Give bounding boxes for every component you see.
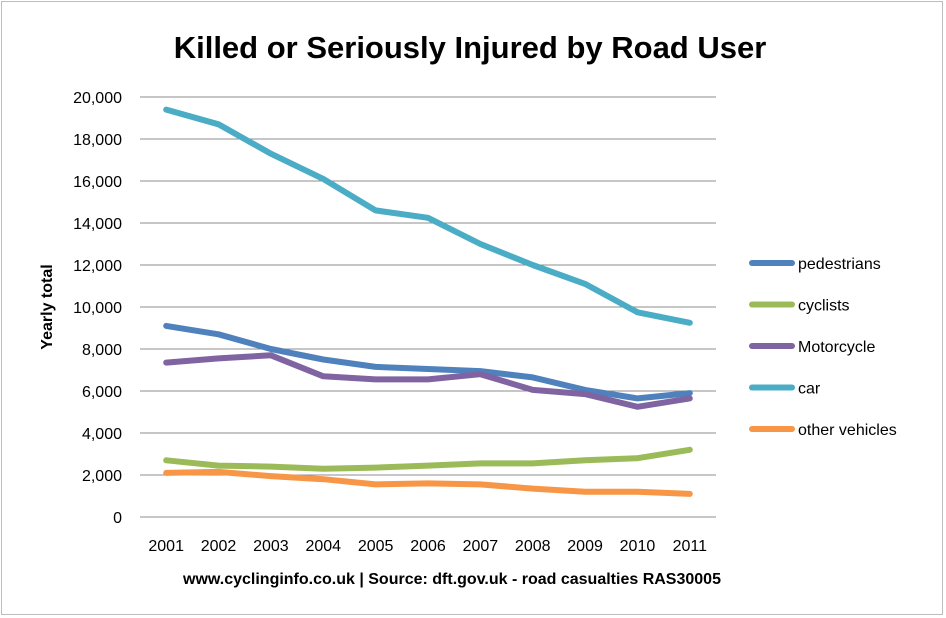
y-tick-labels: 0 2,000 4,000 6,000 8,000 10,000 12,000 14,000 1…: [73, 90, 122, 527]
y-tick-label: 18,000: [73, 132, 122, 149]
x-tick-label: 2008: [515, 538, 551, 555]
x-tick-label: 2011: [673, 538, 708, 555]
y-tick-label: 8,000: [82, 342, 122, 359]
legend-label-motorcycle: Motorcycle: [798, 339, 875, 356]
series-line-other-vehicles: [163, 468, 693, 497]
y-tick-label: 14,000: [73, 216, 122, 233]
series-line-cyclists: [163, 446, 693, 472]
y-axis-label: Yearly total: [39, 264, 56, 349]
legend-label-other-vehicles: other vehicles: [798, 422, 897, 439]
y-tick-label: 10,000: [73, 300, 122, 317]
y-tick-label: 4,000: [82, 426, 122, 443]
legend-label-car: car: [798, 381, 821, 398]
series-lines: [163, 106, 693, 497]
source-note: www.cyclinginfo.co.uk | Source: dft.gov.…: [182, 571, 721, 588]
x-tick-label: 2001: [148, 538, 184, 555]
series-line-car: [163, 106, 693, 326]
legend: pedestrians cyclists Motorcycle car other ve…: [749, 256, 897, 439]
x-tick-labels: 2001 2002 2003 2004 2005 2006 2007 2008 2009 2010…: [148, 538, 707, 555]
chart-title: Killed or Seriously Injured by Road User: [174, 30, 767, 65]
series-line-pedestrians: [163, 322, 693, 402]
x-tick-label: 2002: [201, 538, 237, 555]
x-tick-label: 2010: [620, 538, 656, 555]
y-tick-label: 2,000: [82, 468, 122, 485]
y-tick-label: 12,000: [73, 258, 122, 275]
series-line-motorcycle: [163, 352, 693, 410]
x-tick-label: 2003: [253, 538, 289, 555]
x-tick-label: 2006: [410, 538, 446, 555]
y-tick-label: 6,000: [82, 384, 122, 401]
y-tick-label: 20,000: [73, 90, 122, 107]
x-tick-label: 2009: [567, 538, 603, 555]
x-tick-label: 2005: [358, 538, 394, 555]
y-tick-label: 0: [113, 510, 122, 527]
legend-label-pedestrians: pedestrians: [798, 256, 881, 273]
x-tick-label: 2004: [305, 538, 341, 555]
y-tick-label: 16,000: [73, 174, 122, 191]
legend-label-cyclists: cyclists: [798, 298, 850, 315]
x-tick-label: 2007: [463, 538, 499, 555]
